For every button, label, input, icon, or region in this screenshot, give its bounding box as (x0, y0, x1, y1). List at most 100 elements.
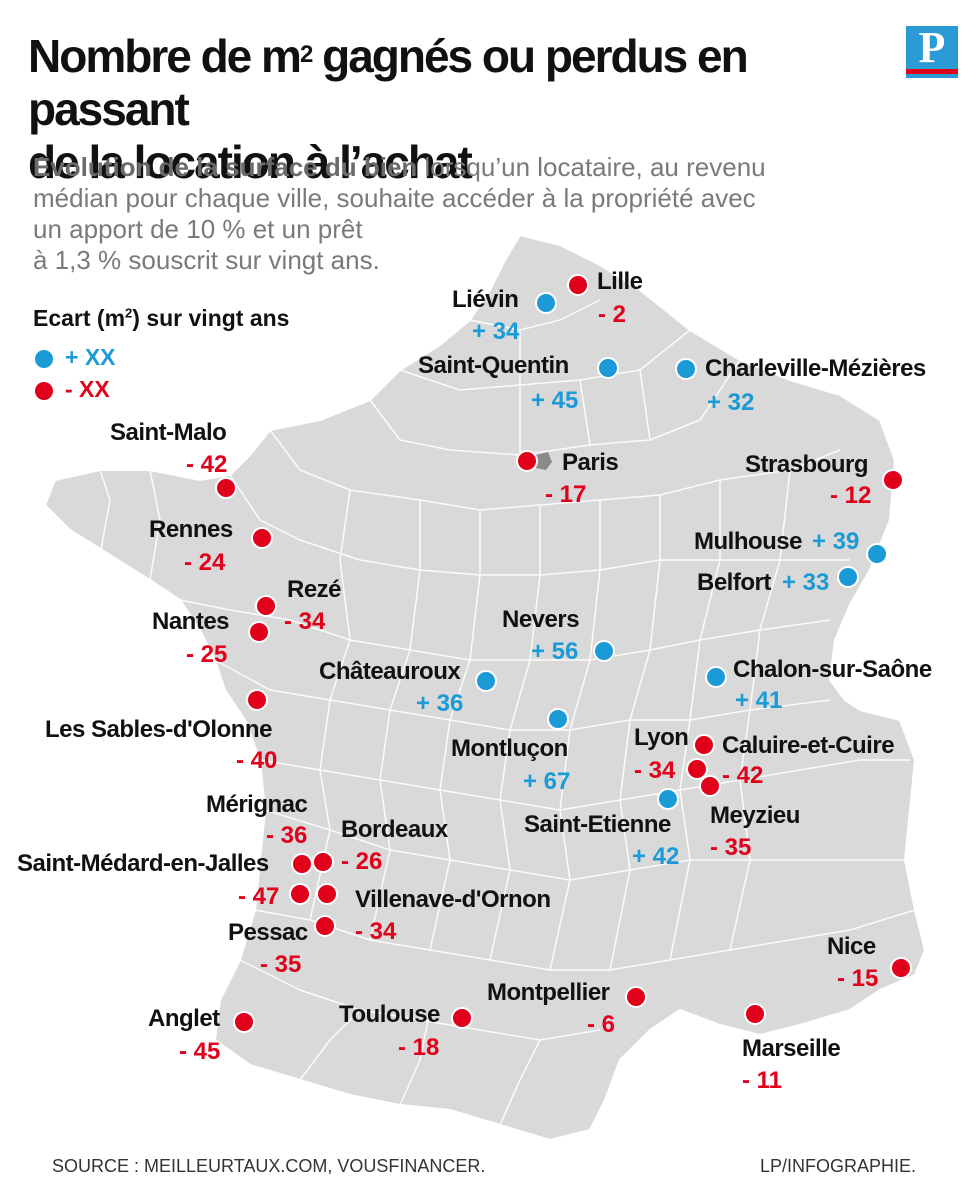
city-name-villenave-dornon: Villenave-d'Ornon (355, 886, 551, 913)
city-marker-saint-quentin[interactable] (597, 357, 619, 379)
city-value-charleville-mezieres: + 32 (707, 389, 755, 416)
city-marker-bordeaux[interactable] (312, 851, 334, 873)
city-value-anglet: - 45 (179, 1038, 221, 1065)
city-marker-meyzieu[interactable] (699, 775, 721, 797)
title-part: gagnés ou perdus en passant (28, 30, 749, 135)
title-superscript: 2 (299, 41, 313, 68)
city-value-caluire-et-cuire: - 42 (722, 762, 764, 789)
page-title: Nombre de m2 gagnés ou perdus en passant… (28, 30, 858, 189)
city-marker-lille[interactable] (567, 274, 589, 296)
city-name-nantes: Nantes (152, 608, 230, 635)
city-marker-belfort[interactable] (837, 566, 859, 588)
city-name-les-sables-dolonne: Les Sables-d'Olonne (45, 716, 272, 743)
city-name-saint-etienne: Saint-Etienne (524, 811, 671, 838)
city-name-lievin: Liévin (452, 286, 519, 313)
city-value-lievin: + 34 (472, 318, 520, 345)
city-marker-rennes[interactable] (251, 527, 273, 549)
city-name-toulouse: Toulouse (339, 1001, 440, 1028)
title-line2: de la location à l’achat (28, 136, 473, 188)
city-value-bordeaux: - 26 (341, 848, 383, 875)
city-value-mulhouse: + 39 (812, 528, 860, 555)
legend-gain-label: + XX (65, 344, 116, 370)
legend-title-part: Ecart (m (33, 305, 126, 331)
subtitle-line2: médian pour chaque ville, souhaite accéd… (33, 183, 756, 213)
city-marker-reze[interactable] (255, 595, 277, 617)
city-marker-chalon-sur-saone[interactable] (705, 666, 727, 688)
city-marker-pessac[interactable] (314, 915, 336, 937)
city-name-saint-medard-en-jalles: Saint-Médard-en-Jalles (17, 850, 269, 877)
city-marker-caluire-et-cuire[interactable] (693, 734, 715, 756)
city-marker-strasbourg[interactable] (882, 469, 904, 491)
city-marker-saint-etienne[interactable] (657, 788, 679, 810)
title-part: Nombre de m (28, 30, 302, 82)
logo-letter: P (918, 23, 946, 72)
city-value-pessac: - 35 (260, 951, 302, 978)
city-marker-villenave-dornon[interactable] (316, 883, 338, 905)
city-value-saint-medard-en-jalles: - 47 (238, 883, 280, 910)
city-value-nantes: - 25 (186, 641, 228, 668)
city-marker-merignac[interactable] (291, 853, 313, 875)
city-marker-charleville-mezieres[interactable] (675, 358, 697, 380)
city-marker-montpellier[interactable] (625, 986, 647, 1008)
city-marker-paris[interactable] (516, 450, 538, 472)
city-value-paris: - 17 (545, 481, 587, 508)
city-name-chalon-sur-saone: Chalon-sur-Saône (733, 656, 932, 683)
city-value-les-sables-dolonne: - 40 (236, 747, 278, 774)
city-name-mulhouse: Mulhouse (694, 528, 803, 555)
city-value-merignac: - 36 (266, 822, 308, 849)
city-value-saint-etienne: + 42 (632, 843, 680, 870)
city-marker-les-sables-dolonne[interactable] (246, 689, 268, 711)
city-marker-nantes[interactable] (248, 621, 270, 643)
city-marker-lyon[interactable] (686, 758, 708, 780)
city-name-saint-malo: Saint-Malo (110, 419, 227, 446)
city-value-meyzieu: - 35 (710, 834, 752, 861)
city-marker-anglet[interactable] (233, 1011, 255, 1033)
city-value-strasbourg: - 12 (830, 482, 872, 509)
city-marker-montlucon[interactable] (547, 708, 569, 730)
city-name-nice: Nice (827, 933, 876, 960)
city-name-meyzieu: Meyzieu (710, 802, 800, 829)
city-name-saint-quentin: Saint-Quentin (418, 352, 569, 379)
subtitle: Evolution de la surface du bien lorsqu’u… (33, 152, 766, 276)
source-note: SOURCE : MEILLEURTAUX.COM, VOUSFINANCER. (52, 1156, 486, 1176)
city-marker-chateauroux[interactable] (475, 670, 497, 692)
city-value-nevers: + 56 (531, 638, 579, 665)
city-name-lyon: Lyon (634, 724, 689, 751)
city-value-chateauroux: + 36 (416, 690, 464, 717)
city-marker-nevers[interactable] (593, 640, 615, 662)
city-value-montpellier: - 6 (587, 1011, 616, 1038)
legend-title-sup: 2 (125, 305, 133, 321)
paris-region (536, 452, 552, 470)
city-value-saint-quentin: + 45 (531, 387, 579, 414)
city-name-anglet: Anglet (148, 1005, 220, 1032)
city-value-rennes: - 24 (184, 549, 226, 576)
city-name-lille: Lille (597, 268, 643, 295)
le-parisien-logo: P (906, 26, 958, 78)
city-name-rennes: Rennes (149, 516, 233, 543)
legend-loss-dot (33, 379, 55, 402)
city-marker-toulouse[interactable] (451, 1007, 473, 1029)
city-value-nice: - 15 (837, 965, 879, 992)
city-marker-lievin[interactable] (535, 292, 557, 314)
credit-note: LP/INFOGRAPHIE. (760, 1156, 917, 1176)
city-value-toulouse: - 18 (398, 1034, 440, 1061)
city-name-bordeaux: Bordeaux (341, 816, 448, 843)
city-marker-saint-malo[interactable] (215, 477, 237, 499)
legend-gain-dot (33, 347, 55, 370)
city-marker-marseille[interactable] (744, 1003, 766, 1025)
city-value-belfort: + 33 (782, 569, 830, 596)
city-value-villenave-dornon: - 34 (355, 918, 397, 945)
city-marker-saint-medard-en-jalles[interactable] (289, 883, 311, 905)
city-marker-nice[interactable] (890, 957, 912, 979)
subtitle-lead: Evolution de la surface du bien (33, 152, 418, 182)
city-name-chateauroux: Châteauroux (319, 658, 461, 685)
city-marker-mulhouse[interactable] (866, 543, 888, 565)
logo-bar (906, 69, 958, 74)
city-name-merignac: Mérignac (206, 791, 308, 818)
city-value-lille: - 2 (598, 301, 627, 328)
legend-title-part: ) sur vingt ans (132, 305, 290, 331)
subtitle-part: lorsqu’un locataire, au revenu (417, 152, 766, 182)
city-name-reze: Rezé (287, 576, 342, 603)
department-borders (99, 299, 916, 1126)
subtitle-line4: à 1,3 % souscrit sur vingt ans. (33, 245, 380, 275)
